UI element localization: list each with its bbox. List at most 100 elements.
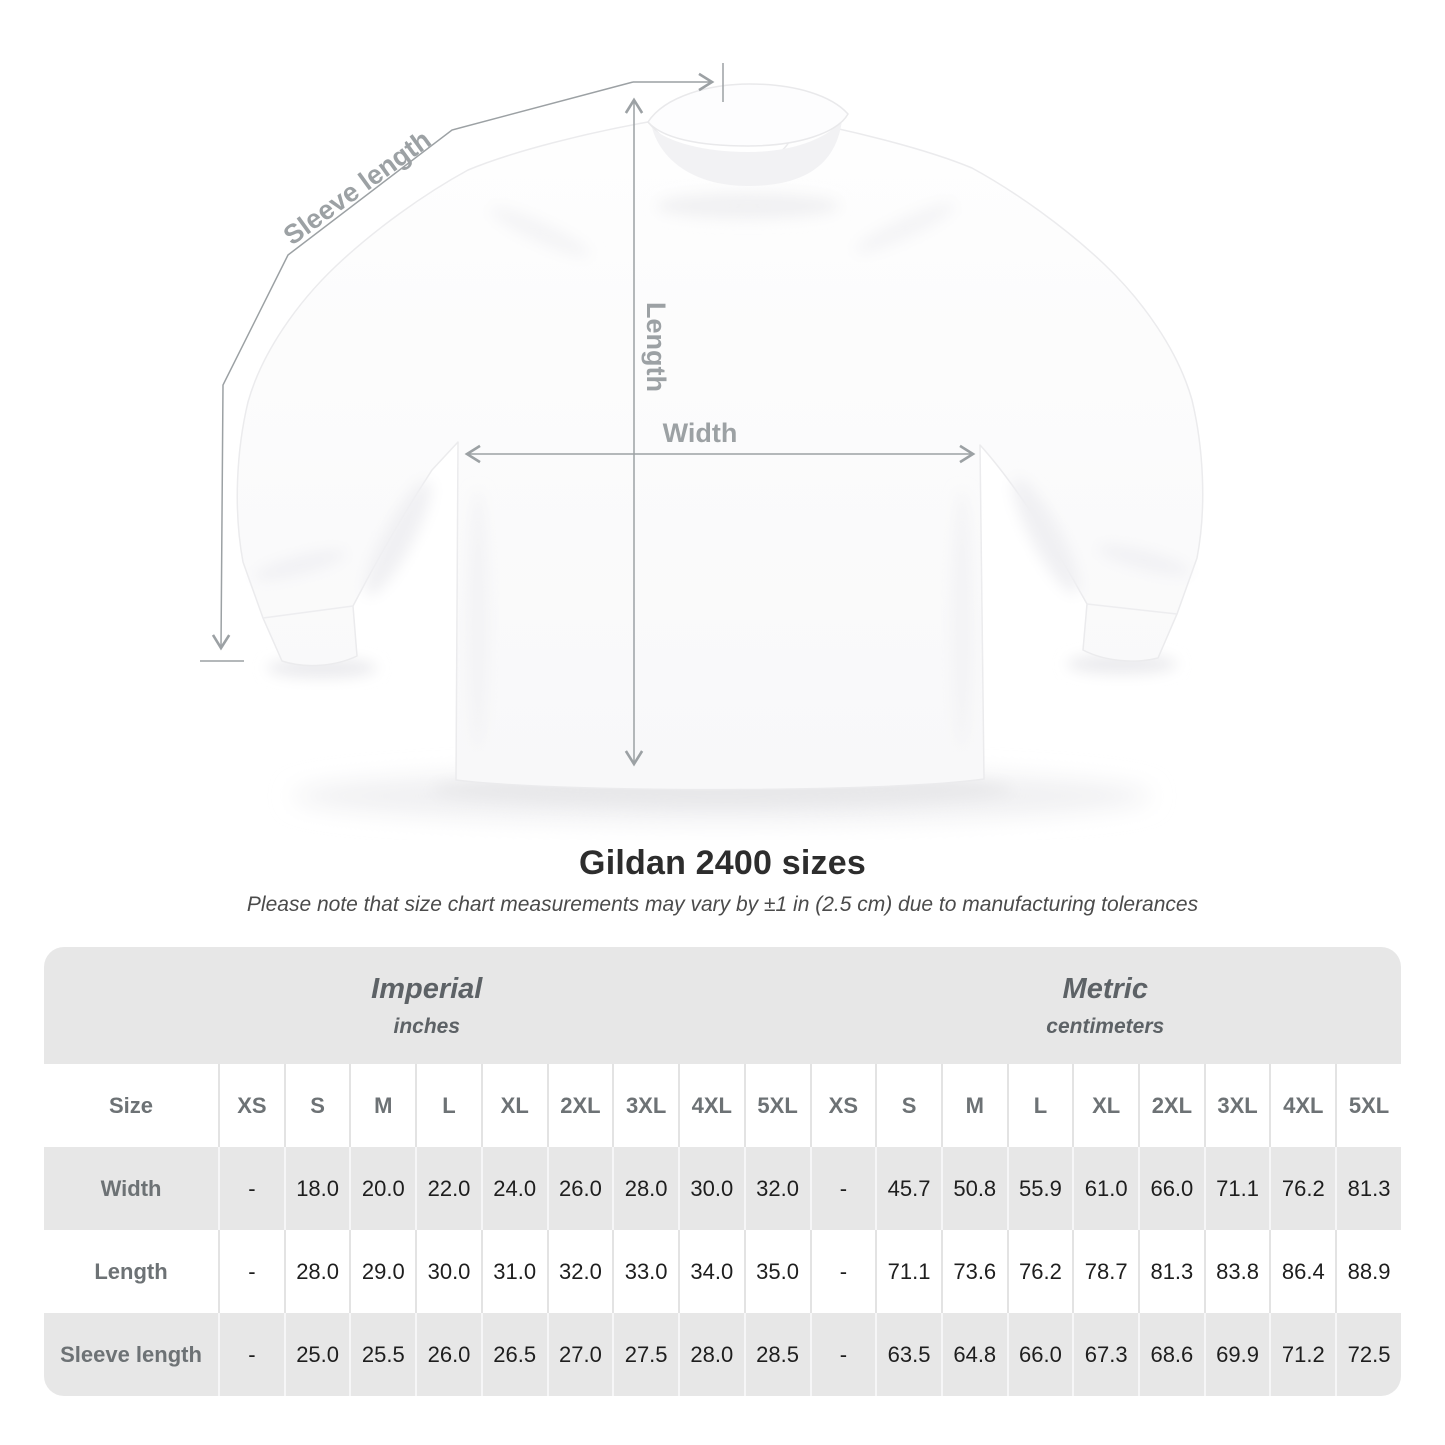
shirt-body: [236, 119, 1204, 791]
size-header-row: Size XS S M L XL 2XL 3XL 4XL 5XL XS S M …: [44, 1064, 1401, 1147]
size-chart-container: Imperial inches Metric centimeters Size …: [0, 947, 1445, 1396]
sleeve-imperial-4xl: 28.0: [677, 1313, 744, 1396]
left-sleeve-crease: [364, 480, 432, 596]
length-row: Length - 28.0 29.0 30.0 31.0 32.0 33.0 3…: [44, 1230, 1401, 1313]
sleeve-metric-4xl: 71.2: [1269, 1313, 1335, 1396]
sleeve-arrow-polyline: [211, 81, 634, 651]
imperial-group-header: Imperial inches: [44, 947, 810, 1064]
right-elbow-fold: [1097, 544, 1191, 576]
width-imperial-s: 18.0: [283, 1147, 350, 1230]
length-metric-xs: -: [809, 1230, 876, 1313]
metric-size-3xl: 3XL: [1203, 1064, 1270, 1147]
row-label-width: Width: [100, 1175, 162, 1201]
metric-size-m: M: [940, 1064, 1007, 1147]
right-cuff-seam: [1086, 603, 1178, 615]
width-row: Width - 18.0 20.0 22.0 24.0 26.0 28.0 30…: [44, 1147, 1401, 1230]
imperial-size-s: S: [283, 1064, 350, 1147]
width-metric-s: 45.7: [875, 1147, 941, 1230]
shirt-diagram-svg: Sleeve length Length Width: [200, 63, 1204, 822]
imperial-size-2xl: 2XL: [546, 1064, 613, 1147]
metric-group-header: Metric centimeters: [809, 947, 1401, 1064]
length-label: Length: [641, 302, 671, 392]
length-metric-s: 71.1: [875, 1230, 941, 1313]
sleeve-imperial-m: 25.5: [349, 1313, 415, 1396]
sleeve-imperial-5xl: 28.5: [743, 1313, 810, 1396]
shirt-measurement-diagram: Sleeve length Length Width: [200, 63, 1204, 822]
imperial-size-l: L: [415, 1064, 481, 1147]
imperial-group-unit: inches: [393, 1014, 461, 1038]
sleeve-metric-xs: -: [809, 1313, 876, 1396]
length-metric-3xl: 83.8: [1203, 1230, 1270, 1313]
width-metric-l: 55.9: [1006, 1147, 1073, 1230]
chart-heading: Gildan 2400 sizes Please note that size …: [0, 844, 1445, 917]
right-shoulder-crease: [854, 203, 956, 253]
collar-front-shadow: [656, 193, 840, 219]
length-imperial-l: 30.0: [415, 1230, 481, 1313]
metric-size-xl: XL: [1072, 1064, 1139, 1147]
metric-group-unit: centimeters: [1046, 1014, 1165, 1038]
right-side-shading: [952, 490, 972, 750]
length-metric-5xl: 88.9: [1335, 1230, 1401, 1313]
metric-size-s: S: [875, 1064, 941, 1147]
neck-opening: [652, 120, 842, 186]
width-metric-xl: 61.0: [1072, 1147, 1138, 1230]
imperial-size-xs: XS: [218, 1064, 284, 1147]
left-elbow-fold: [253, 549, 347, 581]
width-imperial-5xl: 32.0: [743, 1147, 810, 1230]
length-imperial-2xl: 32.0: [546, 1230, 613, 1313]
sleeve-metric-xl: 67.3: [1072, 1313, 1138, 1396]
length-imperial-5xl: 35.0: [743, 1230, 810, 1313]
width-imperial-m: 20.0: [349, 1147, 415, 1230]
size-column-header: Size: [44, 1064, 219, 1147]
width-imperial-3xl: 28.0: [612, 1147, 678, 1230]
imperial-size-m: M: [349, 1064, 416, 1147]
width-metric-4xl: 76.2: [1269, 1147, 1335, 1230]
metric-size-4xl: 4XL: [1269, 1064, 1336, 1147]
sleeve-metric-m: 64.8: [940, 1313, 1007, 1396]
width-imperial-xs: -: [218, 1147, 284, 1230]
metric-size-xs: XS: [809, 1064, 876, 1147]
length-imperial-4xl: 34.0: [677, 1230, 744, 1313]
length-imperial-xl: 31.0: [480, 1230, 547, 1313]
row-label-length: Length: [94, 1258, 168, 1284]
imperial-size-5xl: 5XL: [743, 1064, 810, 1147]
sleeve-metric-3xl: 69.9: [1203, 1313, 1270, 1396]
left-side-shading: [468, 490, 488, 750]
length-metric-m: 73.6: [940, 1230, 1007, 1313]
metric-size-5xl: 5XL: [1335, 1064, 1401, 1147]
left-cuff-seam: [262, 605, 354, 619]
imperial-group-name: Imperial: [371, 972, 483, 1005]
width-label: Width: [663, 418, 738, 448]
width-imperial-l: 22.0: [415, 1147, 481, 1230]
sleeve-imperial-3xl: 27.5: [612, 1313, 678, 1396]
sleeve-metric-5xl: 72.5: [1335, 1313, 1401, 1396]
width-metric-xs: -: [809, 1147, 876, 1230]
tolerance-note: Please note that size chart measurements…: [246, 893, 1199, 916]
metric-size-l: L: [1006, 1064, 1073, 1147]
imperial-size-xl: XL: [480, 1064, 547, 1147]
length-metric-4xl: 86.4: [1269, 1230, 1335, 1313]
size-chart-table: Imperial inches Metric centimeters Size …: [44, 947, 1401, 1396]
left-shoulder-crease: [489, 207, 591, 257]
unit-group-row: Imperial inches Metric centimeters: [44, 947, 1401, 1064]
sleeve-length-row: Sleeve length - 25.0 25.5 26.0 26.5 27.0…: [44, 1313, 1401, 1396]
row-label-sleeve-length: Sleeve length: [60, 1341, 202, 1367]
sleeve-metric-2xl: 68.6: [1138, 1313, 1204, 1396]
metric-group-name: Metric: [1062, 972, 1148, 1005]
imperial-size-3xl: 3XL: [612, 1064, 678, 1147]
width-imperial-xl: 24.0: [480, 1147, 547, 1230]
length-metric-2xl: 81.3: [1138, 1230, 1204, 1313]
page-title: Gildan 2400 sizes: [579, 844, 866, 882]
sleeve-imperial-s: 25.0: [283, 1313, 350, 1396]
imperial-size-4xl: 4XL: [677, 1064, 744, 1147]
measurement-annotations: [200, 63, 976, 767]
length-metric-l: 76.2: [1006, 1230, 1073, 1313]
sleeve-metric-l: 66.0: [1006, 1313, 1073, 1396]
right-sleeve-crease: [1012, 478, 1080, 594]
width-metric-m: 50.8: [940, 1147, 1007, 1230]
sleeve-metric-s: 63.5: [875, 1313, 941, 1396]
sleeve-imperial-xs: -: [218, 1313, 284, 1396]
length-metric-xl: 78.7: [1072, 1230, 1138, 1313]
width-metric-2xl: 66.0: [1138, 1147, 1204, 1230]
